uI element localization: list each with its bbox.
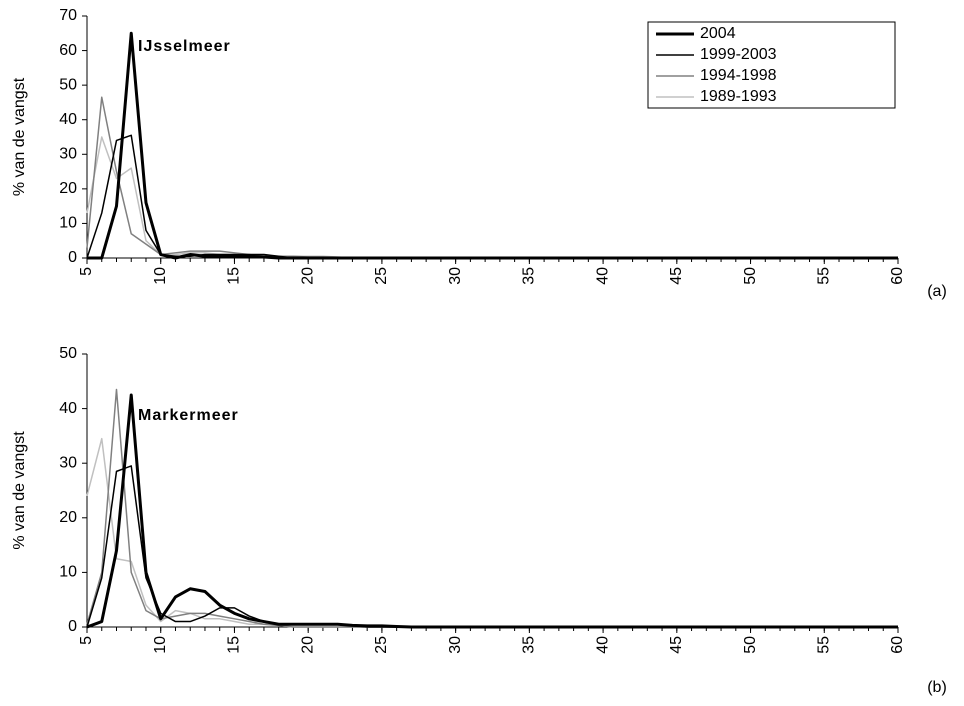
y-tick-label: 60 <box>59 42 77 59</box>
series-line <box>86 393 898 629</box>
y-tick-label: 50 <box>59 345 77 362</box>
legend-box <box>647 21 896 109</box>
x-tick-label: 30 <box>447 636 464 654</box>
x-tick-label: 5 <box>78 636 95 645</box>
y-tick-label: 40 <box>59 400 77 417</box>
y-tick-label: 0 <box>68 618 77 635</box>
x-tick-label: 15 <box>226 636 243 654</box>
x-tick-label: 20 <box>299 636 316 654</box>
x-tick-label: 60 <box>889 636 906 654</box>
y-tick-label: 0 <box>68 249 77 266</box>
x-tick-label: 40 <box>594 267 611 285</box>
series-line <box>86 96 898 259</box>
panel-label: (b) <box>927 679 947 696</box>
x-tick-label: 10 <box>152 267 169 285</box>
chart-title: IJsselmeer <box>138 38 231 55</box>
x-tick-label: 40 <box>594 636 611 654</box>
x-tick-label: 45 <box>668 267 685 285</box>
x-tick-label: 25 <box>373 636 390 654</box>
y-tick-label: 30 <box>59 146 77 163</box>
x-tick-label: 35 <box>521 636 538 654</box>
series-line <box>87 31 898 260</box>
x-tick-label: 15 <box>226 267 243 285</box>
series-line <box>86 388 898 628</box>
series-line <box>86 134 898 259</box>
x-tick-label: 45 <box>668 636 685 654</box>
x-tick-label: 25 <box>373 267 390 285</box>
x-tick-label: 60 <box>889 267 906 285</box>
chart-title: Markermeer <box>138 407 239 424</box>
series-line <box>86 437 898 628</box>
x-tick-label: 50 <box>742 636 759 654</box>
y-tick-label: 20 <box>59 509 77 526</box>
y-tick-label: 10 <box>59 564 77 581</box>
x-tick-label: 50 <box>742 267 759 285</box>
x-tick-label: 55 <box>815 636 832 654</box>
x-tick-label: 5 <box>78 267 95 276</box>
y-tick-label: 20 <box>59 180 77 197</box>
y-tick-label: 10 <box>59 215 77 232</box>
x-tick-label: 30 <box>447 267 464 285</box>
y-tick-label: 30 <box>59 454 77 471</box>
x-tick-label: 55 <box>815 267 832 285</box>
y-tick-label: 40 <box>59 111 77 128</box>
series-line <box>86 136 898 259</box>
legend-label: 1989-1993 <box>700 88 777 105</box>
y-axis-label: % van de vangst <box>11 431 28 550</box>
y-tick-label: 70 <box>59 7 77 24</box>
legend-label: 1999-2003 <box>700 46 777 63</box>
legend-label: 1994-1998 <box>700 67 777 84</box>
legend-label: 2004 <box>700 25 736 42</box>
panel-label: (a) <box>927 283 947 300</box>
x-tick-label: 10 <box>152 636 169 654</box>
y-tick-label: 50 <box>59 76 77 93</box>
series-line <box>86 465 898 628</box>
x-tick-label: 20 <box>299 267 316 285</box>
x-tick-label: 35 <box>521 267 538 285</box>
y-axis-label: % van de vangst <box>11 77 28 196</box>
